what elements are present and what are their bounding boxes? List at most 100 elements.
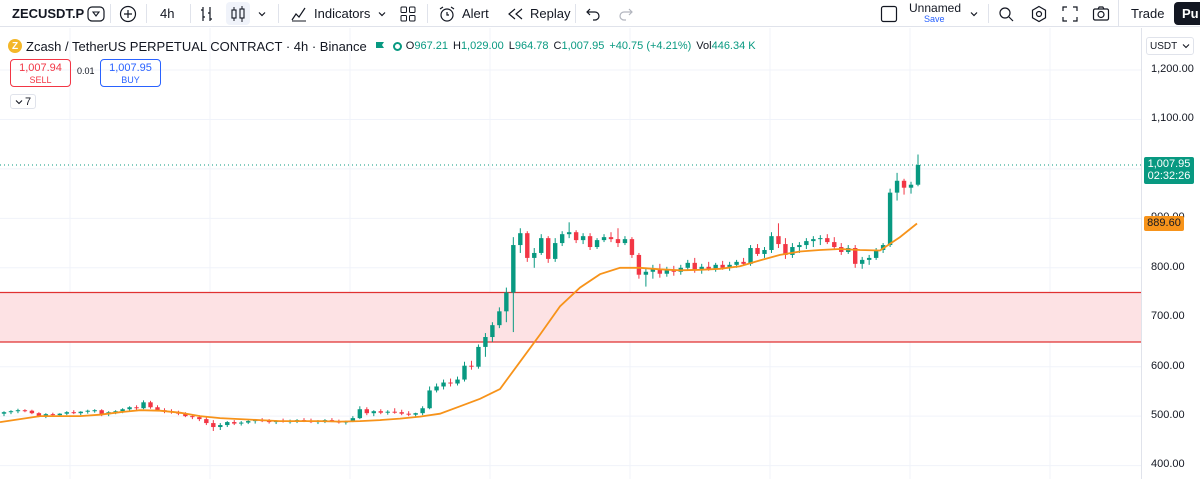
candle-body bbox=[15, 410, 21, 412]
candle-body bbox=[783, 244, 788, 255]
candle-body bbox=[483, 337, 488, 347]
symbol-search-button[interactable]: ZECUSDT.P bbox=[12, 0, 84, 27]
buy-button[interactable]: 1,007.95 BUY bbox=[100, 59, 161, 87]
volume-value: 446.34 K bbox=[711, 40, 756, 52]
layout-chevron-icon[interactable] bbox=[968, 0, 980, 27]
redo-icon[interactable] bbox=[617, 0, 633, 27]
candle-body bbox=[364, 409, 370, 414]
layout-checkbox-icon[interactable] bbox=[880, 0, 898, 27]
trade-label: Trade bbox=[1131, 6, 1165, 21]
candle-body bbox=[197, 417, 202, 420]
indicators-collapse-button[interactable]: 7 bbox=[10, 94, 36, 109]
close-value: 1,007.95 bbox=[561, 40, 605, 52]
price-axis[interactable] bbox=[1141, 28, 1200, 479]
alert-button[interactable]: Alert bbox=[438, 0, 489, 27]
templates-grid-icon[interactable] bbox=[399, 0, 417, 27]
candle-body bbox=[92, 410, 97, 412]
candle-body bbox=[643, 271, 649, 275]
replay-label: Replay bbox=[530, 6, 571, 21]
candle-body bbox=[685, 262, 690, 268]
candle-body bbox=[406, 413, 411, 415]
sell-button[interactable]: 1,007.94 SELL bbox=[10, 59, 71, 87]
candle-body bbox=[587, 236, 593, 248]
indicators-button[interactable]: Indicators bbox=[290, 0, 370, 27]
high-value: 1,029.00 bbox=[460, 40, 504, 52]
diamond-icon[interactable] bbox=[87, 0, 105, 27]
candle-body bbox=[462, 365, 467, 380]
candle-body bbox=[748, 248, 753, 264]
quick-search-icon[interactable] bbox=[997, 0, 1015, 27]
candle-body bbox=[657, 268, 663, 274]
bar-chart-type-icon[interactable] bbox=[198, 0, 216, 27]
candle-body bbox=[232, 422, 237, 424]
undo-icon[interactable] bbox=[586, 0, 602, 27]
chart-title: Zcash / TetherUS PERPETUAL CONTRACT · 4h… bbox=[26, 38, 367, 54]
candle-body bbox=[894, 180, 900, 193]
candle-body bbox=[120, 409, 125, 412]
candle-body bbox=[350, 418, 356, 422]
settings-gear-icon[interactable] bbox=[1030, 0, 1048, 27]
candle-body bbox=[908, 184, 914, 188]
camera-icon[interactable] bbox=[1092, 0, 1110, 27]
replay-button[interactable]: Replay bbox=[506, 0, 570, 27]
candle-body bbox=[887, 192, 893, 246]
candle-body bbox=[776, 236, 781, 245]
interval-button[interactable]: 4h bbox=[160, 0, 174, 27]
candle-body bbox=[825, 238, 830, 243]
candle-body bbox=[818, 238, 823, 240]
candle-body bbox=[78, 411, 83, 414]
candle-body bbox=[455, 379, 460, 384]
flag-icon[interactable] bbox=[375, 41, 385, 51]
candle-body bbox=[204, 419, 209, 424]
trade-button[interactable]: Trade bbox=[1118, 0, 1164, 27]
candle-body bbox=[413, 413, 418, 415]
candle-body bbox=[713, 264, 718, 269]
indicators-chevron-icon[interactable] bbox=[376, 0, 388, 27]
candle-body bbox=[832, 242, 837, 248]
price-tick: 700.00 bbox=[1151, 310, 1185, 322]
top-toolbar: ZECUSDT.P 4h Indicators Alert Replay bbox=[0, 0, 1200, 27]
alert-label: Alert bbox=[462, 6, 489, 21]
chevron-down-icon[interactable] bbox=[256, 0, 268, 27]
candle-body bbox=[371, 411, 376, 414]
candle-body bbox=[622, 239, 628, 244]
candle-body bbox=[769, 236, 774, 250]
candle-body bbox=[866, 257, 872, 260]
compare-symbol-button[interactable] bbox=[119, 0, 137, 27]
candle-body bbox=[8, 411, 14, 413]
spread-value: 0.01 bbox=[77, 66, 95, 76]
candle-body bbox=[211, 423, 216, 428]
publish-button[interactable]: Pu bbox=[1174, 2, 1200, 25]
candle-body bbox=[601, 237, 607, 241]
price-chart[interactable] bbox=[0, 28, 1141, 479]
candle-body bbox=[469, 365, 474, 367]
layout-name-button[interactable]: Unnamed Save bbox=[909, 0, 961, 27]
candle-body bbox=[804, 241, 809, 246]
market-open-icon bbox=[392, 41, 402, 51]
indicators-count: 7 bbox=[24, 95, 32, 108]
candle-body bbox=[441, 382, 446, 387]
interval-label: 4h bbox=[160, 6, 175, 21]
candle-body bbox=[245, 421, 251, 423]
candle-body bbox=[790, 247, 795, 255]
candle-body bbox=[532, 252, 537, 258]
candle-body bbox=[650, 268, 656, 272]
chevron-down-icon bbox=[1182, 44, 1190, 49]
candle-body bbox=[915, 164, 921, 185]
fullscreen-icon[interactable] bbox=[1062, 0, 1078, 27]
candle-body bbox=[225, 422, 230, 426]
candle-body bbox=[741, 261, 746, 264]
candle-body bbox=[378, 411, 383, 413]
candle-body bbox=[148, 402, 153, 408]
candle-body bbox=[1, 412, 7, 414]
candle-body bbox=[392, 411, 397, 413]
currency-label: USDT bbox=[1150, 40, 1178, 52]
ohlc-values: O967.21 H1,029.00 L964.78 C1,007.95 +40.… bbox=[405, 40, 756, 52]
price-tick: 1,200.00 bbox=[1151, 63, 1194, 75]
candle-body bbox=[239, 422, 244, 424]
publish-label: Pu bbox=[1182, 6, 1199, 21]
candles-chart-type-icon[interactable] bbox=[226, 2, 250, 25]
buy-price: 1,007.95 bbox=[109, 62, 152, 74]
low-value: 964.78 bbox=[514, 40, 549, 52]
currency-selector[interactable]: USDT bbox=[1146, 37, 1194, 55]
